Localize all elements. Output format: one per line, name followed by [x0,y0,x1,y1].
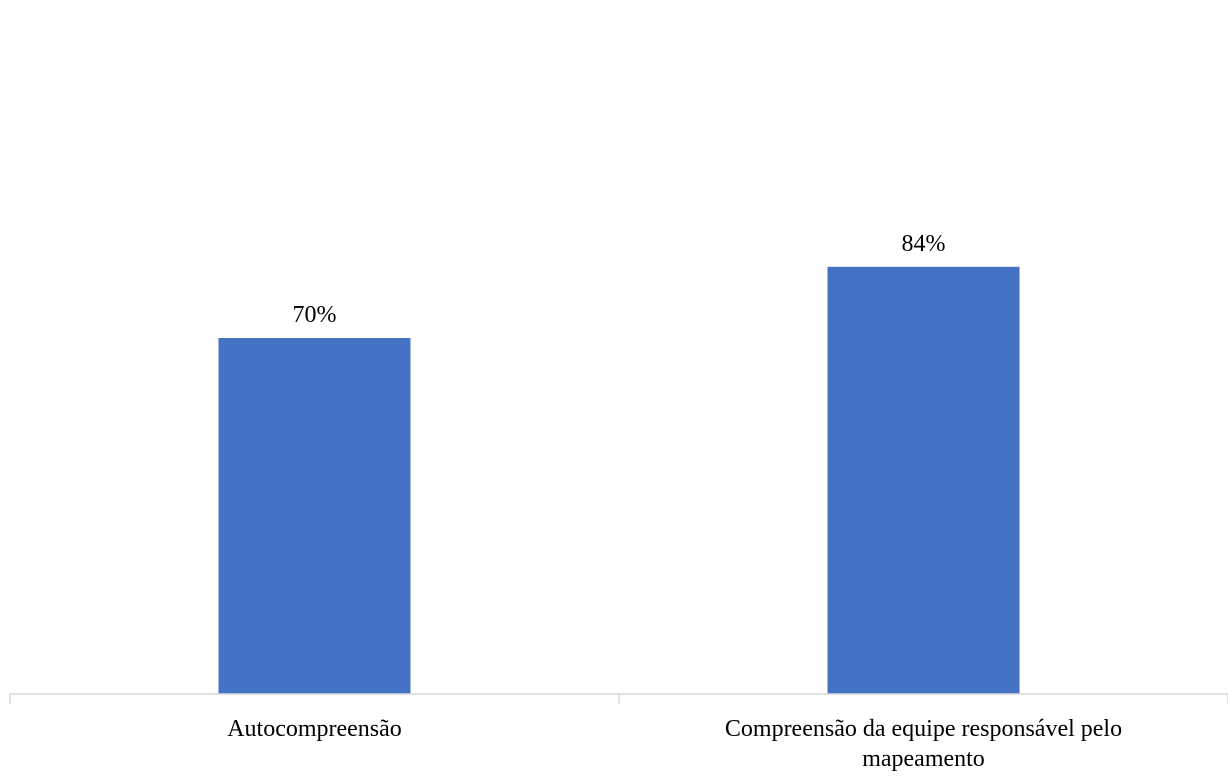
x-axis-ticks [9,694,1228,704]
bars-layer [218,266,1020,694]
data-labels-layer: 70% 84% [293,231,946,328]
bar-0 [218,338,411,694]
category-label-autocompreensao: Autocompreensão [227,716,402,742]
data-label-0: 70% [293,302,337,328]
data-label-1: 84% [902,231,946,257]
bar-1 [827,266,1020,694]
category-label-compreensao-equipe: Compreensão da equipe responsável pelo m… [724,716,1123,772]
